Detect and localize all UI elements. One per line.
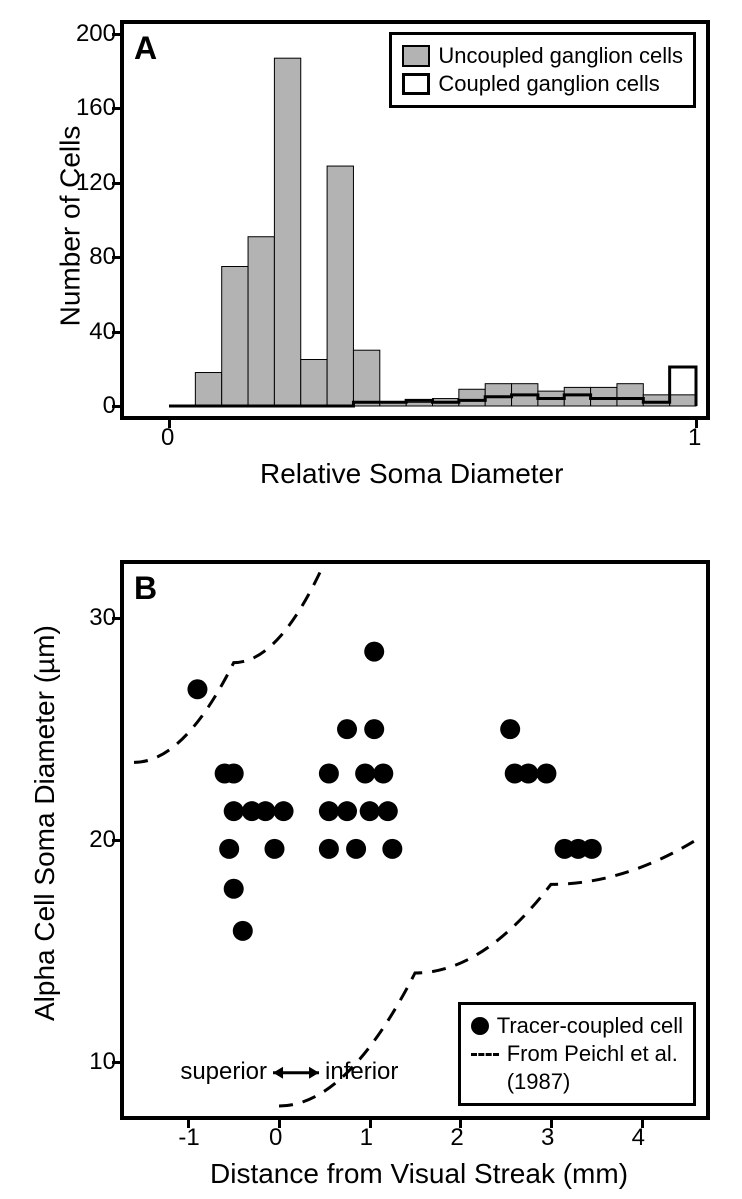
bar-uncoupled [222, 267, 248, 407]
legend-row-uncoupled: Uncoupled ganglion cells [402, 43, 683, 69]
bar-uncoupled [301, 360, 327, 407]
bar-uncoupled [274, 58, 300, 406]
bar-uncoupled [353, 350, 379, 406]
scatter-point [360, 801, 380, 821]
scatter-point [346, 839, 366, 859]
legend-row-dash2: (1987) [471, 1069, 683, 1095]
xtick-mark-b [278, 1120, 281, 1128]
legend-row-coupled: Coupled ganglion cells [402, 71, 683, 97]
scatter-point [233, 921, 253, 941]
ytick-mark-b [112, 1061, 120, 1064]
panel-b-legend: Tracer-coupled cell From Peichl et al. (… [458, 1002, 696, 1106]
bar-uncoupled [327, 166, 353, 406]
scatter-point [373, 764, 393, 784]
arrow-right [309, 1067, 319, 1079]
ytick-mark-b [112, 617, 120, 620]
scatter-point [265, 839, 285, 859]
scatter-point [364, 642, 384, 662]
scatter-point [319, 801, 339, 821]
scatter-point [319, 839, 339, 859]
bar-uncoupled [591, 387, 617, 406]
scatter-point [364, 719, 384, 739]
ytick-mark-a [112, 107, 120, 110]
ytick-mark-a [112, 256, 120, 259]
bar-uncoupled [617, 384, 643, 406]
ytick-mark-b [112, 839, 120, 842]
scatter-point [518, 764, 538, 784]
legend-tracer-label: Tracer-coupled cell [497, 1013, 683, 1039]
scatter-point [219, 839, 239, 859]
panel-a-legend: Uncoupled ganglion cells Coupled ganglio… [389, 32, 696, 108]
dash-upper [134, 564, 324, 762]
scatter-point [582, 839, 602, 859]
swatch-dash [471, 1053, 499, 1056]
inferior-label: inferior [325, 1058, 398, 1085]
xtick-mark-a [695, 420, 698, 428]
scatter-point [319, 764, 339, 784]
xtick-a: 1 [688, 424, 701, 452]
xtick-b: 4 [632, 1124, 645, 1152]
scatter-point [378, 801, 398, 821]
xtick-mark-b [459, 1120, 462, 1128]
scatter-point [536, 764, 556, 784]
bar-uncoupled [564, 387, 590, 406]
ytick-mark-a [112, 405, 120, 408]
scatter-point [382, 839, 402, 859]
xtick-b: 2 [450, 1124, 463, 1152]
legend-dash-label2: (1987) [507, 1069, 571, 1095]
bar-uncoupled [643, 395, 669, 406]
arrow-left [273, 1067, 283, 1079]
panel-b: superior inferior B Tracer-coupled cell F… [120, 560, 710, 1120]
swatch-uncoupled [402, 45, 430, 67]
panel-b-label: B [134, 570, 157, 607]
panel-a-ylabel: Number of Cells [54, 126, 86, 327]
panel-a: A Uncoupled ganglion cells Coupled gangl… [120, 20, 710, 420]
panel-b-ylabel: Alpha Cell Soma Diameter (µm) [29, 671, 61, 1021]
legend-dash-label1: From Peichl et al. [507, 1041, 678, 1067]
bar-uncoupled [195, 373, 221, 406]
scatter-point [355, 764, 375, 784]
bar-uncoupled [459, 389, 485, 406]
superior-label: superior [180, 1058, 267, 1085]
figure-container: A Uncoupled ganglion cells Coupled gangl… [0, 0, 742, 1199]
xtick-mark-b [550, 1120, 553, 1128]
xtick-a: 0 [161, 424, 174, 452]
legend-row-dash: From Peichl et al. [471, 1041, 683, 1067]
xtick-b: 0 [269, 1124, 282, 1152]
xtick-mark-b [187, 1120, 190, 1128]
scatter-point [337, 719, 357, 739]
bar-uncoupled [485, 384, 511, 406]
ytick-mark-a [112, 331, 120, 334]
xtick-b: -1 [178, 1124, 199, 1152]
ytick-a: 120 [76, 169, 116, 197]
scatter-point [224, 879, 244, 899]
ytick-mark-a [112, 33, 120, 36]
panel-a-xlabel: Relative Soma Diameter [260, 458, 563, 490]
bar-uncoupled [406, 402, 432, 406]
xtick-mark-b [641, 1120, 644, 1128]
ytick-a: 160 [76, 94, 116, 122]
xtick-b: 3 [541, 1124, 554, 1152]
panel-b-xlabel: Distance from Visual Streak (mm) [210, 1158, 628, 1190]
scatter-point [224, 801, 244, 821]
xtick-mark-b [369, 1120, 372, 1128]
scatter-point [274, 801, 294, 821]
scatter-point [187, 679, 207, 699]
scatter-point [224, 764, 244, 784]
legend-row-tracer: Tracer-coupled cell [471, 1013, 683, 1039]
legend-uncoupled-label: Uncoupled ganglion cells [438, 43, 683, 69]
bar-uncoupled [248, 237, 274, 406]
scatter-point [337, 801, 357, 821]
ytick-mark-a [112, 182, 120, 185]
xtick-mark-a [168, 420, 171, 428]
xtick-b: 1 [360, 1124, 373, 1152]
swatch-dot [471, 1017, 489, 1035]
ytick-a: 200 [76, 20, 116, 48]
scatter-point [500, 719, 520, 739]
scatter-point [255, 801, 275, 821]
legend-coupled-label: Coupled ganglion cells [438, 71, 659, 97]
swatch-coupled [402, 73, 430, 95]
panel-a-label: A [134, 30, 157, 67]
bar-uncoupled [670, 395, 696, 406]
